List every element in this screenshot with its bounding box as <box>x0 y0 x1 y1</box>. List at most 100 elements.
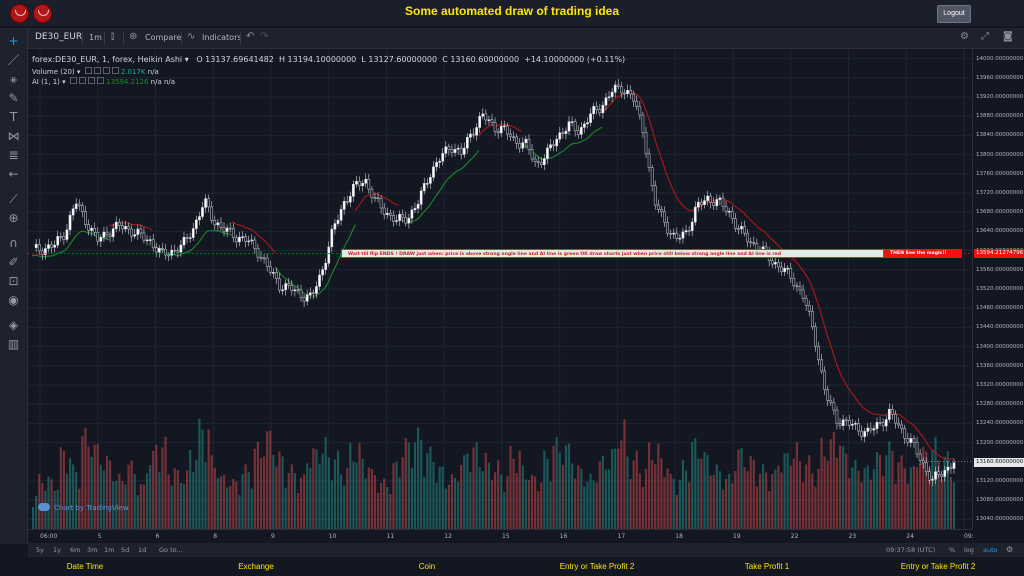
time-tick-label: 19 <box>733 533 741 540</box>
range-button-5d[interactable]: 5d <box>121 546 130 554</box>
candle-body <box>296 289 300 292</box>
volume-bar <box>891 450 894 529</box>
candle-body <box>321 269 324 276</box>
text-tool-icon[interactable]: T <box>9 110 18 124</box>
ai-line-segment <box>204 230 208 235</box>
ai-line-segment <box>431 196 436 202</box>
pattern-tool-icon[interactable]: ⋈ <box>7 129 20 143</box>
volume-bar <box>906 483 909 529</box>
volume-bar <box>435 482 438 529</box>
brush-icon[interactable]: ✎ <box>8 91 19 105</box>
volume-na: n/a <box>147 68 159 76</box>
ai-line-segment <box>595 128 599 132</box>
indicators-icon[interactable]: ∿ <box>187 31 196 42</box>
back-arrow-icon[interactable]: ← <box>8 167 19 181</box>
volume-bar <box>287 472 290 529</box>
ai-line-segment <box>447 175 452 180</box>
candle-body <box>712 202 716 207</box>
eye-icon[interactable]: ◉ <box>8 293 19 307</box>
volume-bar <box>543 450 546 529</box>
candle-style-icon[interactable]: ⫾ <box>111 31 115 42</box>
ai-line-segment <box>866 409 871 413</box>
camera-icon[interactable]: ◙ <box>1003 31 1013 42</box>
volume-legend[interactable]: Volume (20) ▾ 2.017K n/a <box>32 67 159 76</box>
candle-body <box>632 93 636 102</box>
ai-line-segment <box>84 230 88 234</box>
fib-tool-icon[interactable]: ⚹ <box>9 72 18 86</box>
volume-bar <box>882 475 885 529</box>
interval-button[interactable]: 1m <box>89 33 102 42</box>
time-axis[interactable]: 06:00 5 6 8 9 10 11 12 15 16 17 18 19 22 23 24 09: <box>28 529 974 544</box>
ai-line-segment <box>727 200 732 204</box>
candle-body <box>798 286 802 291</box>
volume-bar <box>161 447 164 529</box>
ruler-icon[interactable]: ⟋ <box>9 192 18 206</box>
volume-bar <box>490 480 494 529</box>
trading-idea-annotation[interactable]: Wait till flip ENDS ! DRAW just when: pr… <box>341 249 884 258</box>
annotation-callout[interactable]: THEN See the magic!! <box>884 249 962 258</box>
log-toggle[interactable]: log <box>964 546 974 554</box>
main-series-legend[interactable]: forex:DE30_EUR, 1, forex, Heikin Ashi ▾ … <box>32 55 626 64</box>
range-button-1d[interactable]: 1d <box>138 546 147 554</box>
candle-body <box>841 419 845 426</box>
volume-bar <box>721 489 725 529</box>
candle-body <box>502 125 506 128</box>
lock-icon[interactable]: ⊡ <box>8 274 19 288</box>
symbol-search[interactable]: DE30_EUR <box>35 32 83 42</box>
ai-indicator-legend[interactable]: AI (1, 1) ▾ 13594.2126 n/a n/a <box>32 77 176 86</box>
price-tick-label: 13640.00000000 <box>976 228 1024 235</box>
candle-body <box>579 127 583 135</box>
goto-date-button[interactable]: Go to... <box>159 546 183 554</box>
auto-scale-toggle[interactable]: auto <box>983 546 998 554</box>
ai-line-segment <box>758 227 763 231</box>
candle-body <box>555 138 559 147</box>
indicators-button[interactable]: Indicators <box>202 33 242 42</box>
zoom-icon[interactable]: ⊕ <box>8 211 19 225</box>
logout-button[interactable]: Logout <box>937 5 971 23</box>
prediction-tool-icon[interactable]: ≣ <box>8 148 19 162</box>
trash-icon[interactable]: ▥ <box>7 337 20 351</box>
range-button-1m[interactable]: 1m <box>104 546 115 554</box>
range-button-1y[interactable]: 1y <box>53 546 61 554</box>
candle-body <box>358 181 361 187</box>
percent-toggle[interactable]: % <box>949 546 956 554</box>
legend-high: H 13194.10000000 <box>279 55 357 64</box>
volume-bar <box>681 459 685 529</box>
volume-bar <box>737 449 740 529</box>
range-button-3m[interactable]: 3m <box>87 546 98 554</box>
range-button-5y[interactable]: 5y <box>36 546 44 554</box>
axis-settings-icon[interactable]: ⚙ <box>1006 545 1014 554</box>
crosshair-icon[interactable]: + <box>8 34 19 48</box>
candle-body <box>74 203 78 209</box>
trend-line-icon[interactable]: ／ <box>7 53 20 67</box>
price-axis[interactable]: 14000.00000000 13960.00000000 13920.000000… <box>972 49 1024 529</box>
ai-line-segment <box>512 125 516 129</box>
brand-logo-icon[interactable] <box>10 4 29 23</box>
candle-body <box>620 86 623 94</box>
magnet-icon[interactable]: ∩ <box>9 236 18 250</box>
fullscreen-icon[interactable]: ⤢ <box>981 31 989 42</box>
candle-body <box>660 209 663 212</box>
compare-button[interactable]: Compare <box>145 33 182 42</box>
stay-drawing-icon[interactable]: ✐ <box>8 255 19 269</box>
layers-icon[interactable]: ◈ <box>8 318 19 332</box>
compare-icon[interactable]: ⊕ <box>129 31 138 42</box>
candle-body <box>940 474 944 477</box>
volume-bar <box>155 444 158 529</box>
price-tick-label: 13280.00000000 <box>976 401 1024 408</box>
chart-pane[interactable] <box>28 49 972 529</box>
price-chart[interactable] <box>28 49 972 529</box>
candle-body <box>792 277 796 286</box>
ai-line-segment <box>598 126 603 130</box>
undo-icon[interactable]: ↶ <box>246 31 255 42</box>
redo-icon[interactable]: ↷ <box>260 31 269 42</box>
candle-body <box>576 130 580 135</box>
volume-bar <box>68 458 72 529</box>
tradingview-watermark[interactable]: Chart by TradingView <box>38 503 129 512</box>
brand-logo-icon-2[interactable] <box>33 4 52 23</box>
settings-gear-icon[interactable]: ⚙ <box>960 31 969 42</box>
candle-body <box>407 218 411 224</box>
volume-bar <box>706 454 709 529</box>
volume-bar <box>866 465 869 529</box>
range-button-6m[interactable]: 6m <box>70 546 81 554</box>
